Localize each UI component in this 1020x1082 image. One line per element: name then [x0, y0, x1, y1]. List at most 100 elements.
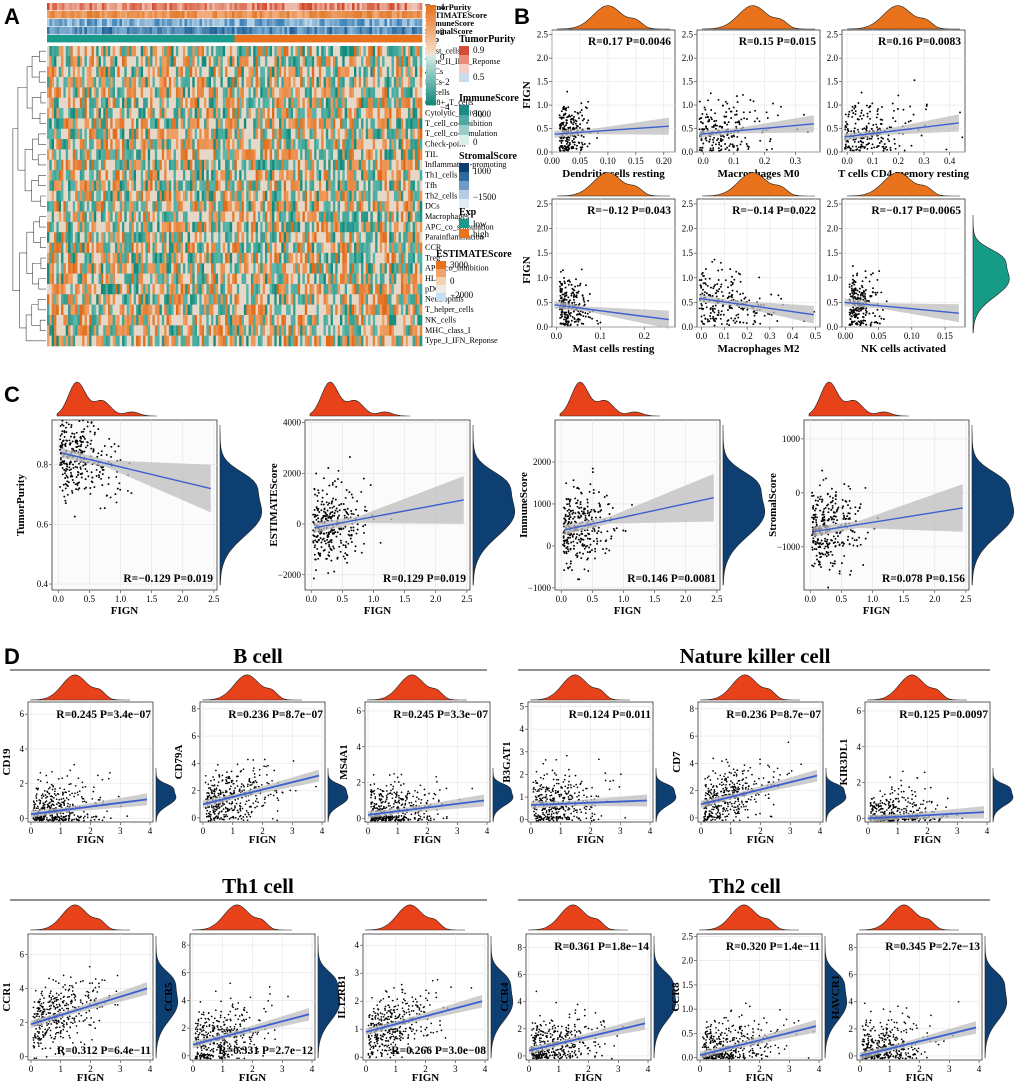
heatmap-cell	[307, 129, 310, 140]
heatmap-cell	[124, 315, 127, 326]
heatmap-cell	[124, 129, 127, 140]
heatmap-cell	[403, 191, 406, 202]
heatmap-cell	[213, 305, 216, 316]
heatmap-cell	[274, 56, 277, 67]
annotation-cell	[110, 35, 113, 42]
heatmap-cell	[117, 305, 120, 316]
heatmap-cell	[232, 129, 235, 140]
heatmap-cell	[115, 139, 118, 150]
annotation-cell	[352, 11, 355, 18]
heatmap-cell	[216, 191, 219, 202]
heatmap-cell	[235, 149, 238, 160]
heatmap-cell	[195, 149, 198, 160]
heatmap-cell	[220, 232, 223, 243]
heatmap-cell	[312, 108, 315, 119]
heatmap-cell	[171, 77, 174, 88]
annotation-cell	[77, 27, 80, 34]
heatmap-cell	[47, 232, 50, 243]
heatmap-cell	[319, 77, 322, 88]
annotation-cell	[372, 19, 375, 26]
heatmap-cell	[66, 170, 69, 181]
annotation-cell	[242, 35, 245, 42]
heatmap-cell	[410, 253, 413, 264]
heatmap-cell	[274, 108, 277, 119]
heatmap-cell	[171, 129, 174, 140]
heatmap-cell	[110, 222, 113, 233]
heatmap-cell	[195, 263, 198, 274]
heatmap-cell	[209, 201, 212, 212]
heatmap-cell	[77, 305, 80, 316]
heatmap-cell	[89, 253, 92, 264]
heatmap-cell	[106, 77, 109, 88]
heatmap-cell	[63, 67, 66, 78]
heatmap-cell	[232, 170, 235, 181]
annotation-cell	[305, 35, 308, 42]
heatmap-cell	[415, 294, 418, 305]
heatmap-cell	[59, 129, 62, 140]
heatmap-cell	[89, 222, 92, 233]
annotation-cell	[200, 35, 203, 42]
annotation-cell	[210, 27, 213, 34]
heatmap-cell	[420, 77, 423, 88]
heatmap-cell	[406, 253, 409, 264]
heatmap-cell	[361, 212, 364, 223]
heatmap-cell	[155, 139, 158, 150]
heatmap-cell	[286, 201, 289, 212]
heatmap-cell	[92, 139, 95, 150]
heatmap-cell	[134, 274, 137, 285]
heatmap-cell	[108, 77, 111, 88]
heatmap-cell	[103, 315, 106, 326]
annotation-cell	[135, 19, 138, 26]
heatmap-cell	[216, 160, 219, 171]
heatmap-cell	[134, 87, 137, 98]
heatmap-cell	[143, 253, 146, 264]
heatmap-cell	[178, 284, 181, 295]
heatmap-cell	[284, 149, 287, 160]
heatmap-cell	[152, 263, 155, 274]
heatmap-cell	[380, 253, 383, 264]
heatmap-cell	[403, 222, 406, 233]
heatmap-cell	[176, 222, 179, 233]
heatmap-cell	[417, 46, 420, 57]
heatmap-cell	[356, 284, 359, 295]
heatmap-cell	[115, 67, 118, 78]
annotation-cell	[420, 3, 423, 10]
heatmap-cell	[274, 118, 277, 129]
heatmap-cell	[220, 212, 223, 223]
heatmap-cell	[293, 67, 296, 78]
heatmap-cell	[227, 67, 230, 78]
heatmap-cell	[394, 160, 397, 171]
heatmap-cell	[183, 67, 186, 78]
heatmap-cell	[249, 232, 252, 243]
heatmap-cell	[298, 201, 301, 212]
heatmap-cell	[195, 201, 198, 212]
heatmap-cell	[82, 129, 85, 140]
annotation-cell	[115, 3, 118, 10]
heatmap-cell	[204, 118, 207, 129]
heatmap-cell	[263, 294, 266, 305]
heatmap-cell	[368, 170, 371, 181]
heatmap-cell	[94, 201, 97, 212]
annotation-cell	[307, 11, 310, 18]
annotation-cell	[220, 3, 223, 10]
annotation-cell	[92, 19, 95, 26]
heatmap-cell	[406, 180, 409, 191]
heatmap-cell	[413, 56, 416, 67]
heatmap-cell	[377, 253, 380, 264]
heatmap-cell	[61, 77, 64, 88]
annotation-cell	[360, 3, 363, 10]
annotation-cell	[162, 11, 165, 18]
heatmap-cell	[300, 149, 303, 160]
heatmap-cell	[227, 263, 230, 274]
heatmap-cell	[312, 305, 315, 316]
heatmap-cell	[131, 118, 134, 129]
heatmap-cell	[164, 201, 167, 212]
heatmap-cell	[120, 305, 123, 316]
heatmap-cell	[122, 305, 125, 316]
heatmap-cell	[263, 46, 266, 57]
heatmap-cell	[295, 232, 298, 243]
heatmap-cell	[178, 87, 181, 98]
heatmap-cell	[331, 294, 334, 305]
annotation-cell	[247, 3, 250, 10]
heatmap-cell	[288, 212, 291, 223]
